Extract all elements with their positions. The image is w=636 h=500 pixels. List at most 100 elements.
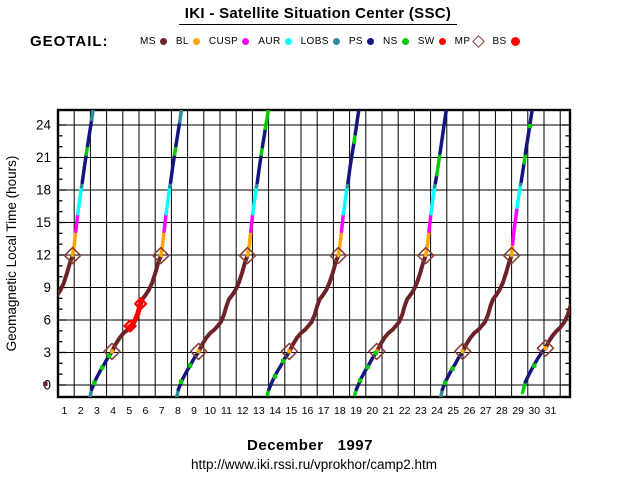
- ns-crossing-dot: [92, 380, 97, 386]
- legend-item-lobs: LOBS: [301, 36, 340, 47]
- page-title-text: IKI - Satellite Situation Center (SSC): [178, 5, 458, 25]
- segment-ps: [346, 140, 356, 185]
- legend-label-bl: BL: [175, 36, 189, 47]
- svg-text:22: 22: [399, 405, 411, 417]
- legend-item-mp: MP: [454, 35, 486, 48]
- svg-text:14: 14: [269, 405, 281, 417]
- segment-ps: [174, 120, 182, 148]
- bl-dot: [460, 349, 465, 354]
- caption-url: http://www.iki.rssi.ru/vprokhor/camp2.ht…: [190, 457, 438, 472]
- segment-bs: [125, 297, 145, 331]
- legend-label-ms: MS: [140, 36, 156, 47]
- y-ticks: [58, 124, 570, 386]
- ns-crossing-dot: [178, 379, 184, 384]
- bs-crossing-diamond: [134, 297, 148, 311]
- segment-bl: [70, 229, 78, 258]
- legend-item-bs: BS: [492, 36, 520, 47]
- svg-text:10: 10: [204, 405, 216, 417]
- ns-crossing-dot: [373, 350, 378, 356]
- stray-data-point: [43, 381, 48, 387]
- legend-item-ns: NS: [383, 36, 409, 47]
- segment-ps: [255, 152, 264, 185]
- svg-text:3: 3: [43, 345, 51, 360]
- segment-ps: [260, 126, 268, 149]
- segment-bl: [159, 229, 166, 258]
- ns-crossing-dot: [527, 123, 533, 129]
- svg-text:21: 21: [383, 405, 395, 417]
- segment-bl: [245, 229, 253, 258]
- mp-crossing-diamond: [453, 342, 472, 361]
- segment-ms: [196, 253, 250, 354]
- svg-text:3: 3: [94, 405, 100, 417]
- svg-text:9: 9: [191, 405, 197, 417]
- segment-ms: [460, 253, 514, 354]
- lobs-dot-icon: [332, 38, 340, 45]
- svg-text:4: 4: [110, 405, 116, 417]
- page-title: IKI - Satellite Situation Center (SSC): [0, 5, 636, 25]
- legend-label-cusp: CUSP: [208, 36, 239, 47]
- svg-text:11: 11: [221, 405, 232, 417]
- orbit-4: [265, 110, 361, 397]
- segment-cusp: [510, 205, 519, 246]
- segment-ps: [80, 152, 89, 185]
- ps-dot-icon: [367, 38, 374, 45]
- grid: [58, 110, 570, 397]
- mp-crossing-diamond: [368, 342, 386, 361]
- segment-ns: [435, 151, 442, 177]
- orbit-5: [353, 110, 449, 397]
- legend-label-aur: AUR: [258, 36, 281, 47]
- segment-ms: [374, 253, 428, 354]
- segment-aur: [515, 182, 523, 210]
- bl-dot: [543, 346, 548, 351]
- bs-dot-icon: [510, 37, 520, 46]
- ns-dot-icon: [401, 38, 409, 45]
- svg-text:18: 18: [36, 183, 51, 198]
- orbit-1: [58, 110, 95, 298]
- legend-item-cusp: CUSP: [208, 36, 250, 47]
- mp-crossing-diamond: [536, 339, 555, 357]
- segment-lobs: [89, 110, 95, 122]
- svg-text:6: 6: [143, 405, 149, 417]
- svg-text:24: 24: [431, 405, 443, 417]
- segment-aur: [164, 185, 172, 216]
- segment-ms: [543, 303, 570, 351]
- ns-crossing-dot: [442, 380, 448, 386]
- orbit-2: [88, 110, 184, 397]
- orbit-curves: [58, 110, 570, 397]
- mp-crossing-diamond: [329, 246, 348, 265]
- segment-cusp: [427, 212, 433, 233]
- svg-text:31: 31: [545, 405, 557, 417]
- mp-crossing-diamond: [103, 342, 121, 361]
- y-axis-labels: 03691215182124: [36, 118, 52, 393]
- svg-text:8: 8: [175, 405, 181, 417]
- legend-label-mp: MP: [454, 36, 471, 47]
- sw-dot-icon: [438, 38, 446, 45]
- svg-text:26: 26: [464, 405, 476, 417]
- segment-cusp: [249, 212, 255, 233]
- orbit-7: [520, 303, 570, 395]
- legend-label-sw: SW: [417, 36, 435, 47]
- segment-ps: [523, 110, 534, 155]
- segment-aur: [76, 185, 84, 216]
- legend-item-ps: PS: [349, 36, 374, 47]
- ns-crossing-dot: [272, 374, 278, 379]
- svg-text:16: 16: [302, 405, 314, 417]
- svg-text:12: 12: [237, 405, 249, 417]
- ms-dot-icon: [159, 38, 167, 45]
- segment-ps: [353, 110, 361, 136]
- orbit-3: [174, 110, 271, 397]
- ns-crossing-dot: [100, 365, 105, 370]
- segment-ms: [287, 253, 341, 354]
- segment-bl: [336, 229, 344, 258]
- ns-crossing-dot: [365, 364, 370, 370]
- segment-ps: [267, 350, 292, 392]
- svg-text:15: 15: [285, 405, 297, 417]
- aur-dot-icon: [284, 38, 292, 45]
- svg-text:25: 25: [447, 405, 459, 417]
- mp-crossing-diamond: [152, 246, 170, 265]
- svg-text:23: 23: [415, 405, 427, 417]
- svg-text:5: 5: [126, 405, 132, 417]
- svg-text:9: 9: [43, 280, 51, 295]
- region-legend: MS BL CUSP AUR LOBS PS NS SW MP BS: [140, 35, 570, 48]
